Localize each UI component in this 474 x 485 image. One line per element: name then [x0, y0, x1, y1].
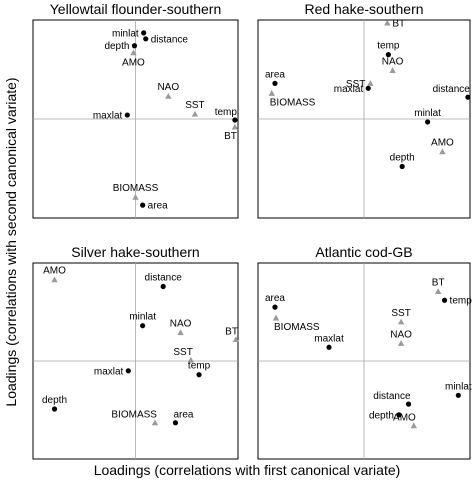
red-hake-label-sst: SST	[346, 79, 365, 90]
atlantic-cod-point-distance	[405, 401, 412, 407]
red-hake-point-temp	[385, 52, 391, 58]
red-hake-point-maxlat	[365, 85, 371, 91]
atlantic-cod-point-minlat	[455, 392, 461, 398]
red-hake-label-area: area	[265, 69, 285, 80]
red-hake-point-nao	[389, 67, 396, 74]
yellowtail-point-amo	[130, 49, 137, 56]
x-axis-title: Loadings (correlations with first canoni…	[94, 462, 401, 478]
silver-hake-label-distance: distance	[145, 273, 183, 284]
silver-hake-point-area	[172, 420, 179, 426]
red-hake-point-biomass	[268, 90, 275, 96]
red-hake-point-bt	[384, 19, 391, 26]
yellowtail-point-sst	[191, 110, 199, 117]
red-hake-label-depth: depth	[390, 153, 415, 164]
atlantic-cod-point-depth	[396, 412, 402, 418]
red-hake-label-temp: temp	[377, 41, 400, 52]
atlantic-cod-label-distance: distance	[373, 391, 411, 402]
red-hake-point-minlat	[425, 119, 431, 125]
yellowtail-label-temp: temp	[215, 107, 238, 118]
atlantic-cod-point-maxlat	[326, 344, 332, 350]
yellowtail-point-biomass	[132, 194, 139, 200]
atlantic-cod-point-bt	[435, 288, 442, 294]
yellowtail-label-depth: depth	[104, 41, 129, 52]
yellowtail-panel: Yellowtail flounder-southern minlat distan…	[32, 1, 239, 219]
red-hake-point-depth	[399, 163, 405, 170]
silver-hake-label-minlat: minlat	[129, 312, 156, 323]
atlantic-cod-label-bt: BT	[432, 277, 445, 288]
atlantic-cod-title: Atlantic cod-GB	[315, 244, 412, 260]
red-hake-label-maxlat: maxlat	[334, 84, 364, 95]
red-hake-point-amo	[439, 148, 446, 155]
silver-hake-point-sst	[187, 356, 195, 363]
silver-hake-label-biomass: BIOMASS	[111, 410, 157, 421]
silver-hake-point-distance	[160, 283, 166, 290]
atlantic-cod-label-area: area	[265, 293, 285, 304]
yellowtail-point-maxlat	[124, 112, 130, 118]
silver-hake-title: Silver hake-southern	[71, 244, 199, 260]
atlantic-cod-point-biomass	[272, 314, 280, 321]
atlantic-cod-label-temp: temp	[450, 296, 473, 307]
atlantic-cod-label-sst: SST	[391, 308, 410, 319]
yellowtail-point-nao	[165, 93, 172, 99]
silver-hake-label-bt: BT	[225, 326, 238, 337]
yellowtail-title: Yellowtail flounder-southern	[50, 1, 221, 17]
silver-hake-point-bt	[232, 336, 240, 342]
yellowtail-label-bt: BT	[224, 131, 237, 142]
silver-hake-panel: Silver hake-southern AMO distance minlat NAO…	[32, 244, 240, 460]
yellowtail-label-distance: distance	[151, 34, 189, 45]
y-axis-title: Loadings (correlations with second canon…	[3, 77, 19, 406]
atlantic-cod-label-amo: AMO	[393, 413, 416, 424]
atlantic-cod-point-amo	[410, 422, 418, 429]
red-hake-label-minlat: minlat	[414, 108, 441, 119]
silver-hake-label-amo: AMO	[43, 266, 66, 277]
yellowtail-point-distance	[143, 36, 149, 42]
red-hake-label-biomass: BIOMASS	[270, 97, 316, 108]
atlantic-cod-label-biomass: BIOMASS	[274, 322, 320, 333]
yellowtail-label-biomass: BIOMASS	[113, 183, 159, 194]
yellowtail-label-minlat: minlat	[112, 28, 139, 39]
atlantic-cod-panel: Atlantic cod-GB BT temp area BIOMASS SST maxla…	[257, 244, 473, 460]
silver-hake-label-temp: temp	[188, 361, 211, 372]
silver-hake-point-depth	[51, 406, 58, 412]
yellowtail-label-maxlat: maxlat	[93, 111, 123, 122]
yellowtail-point-depth	[131, 43, 138, 49]
silver-hake-label-maxlat: maxlat	[94, 366, 124, 377]
atlantic-cod-point-area	[272, 304, 278, 310]
atlantic-cod-point-sst	[397, 318, 405, 325]
red-hake-point-area	[272, 80, 278, 86]
red-hake-label-amo: AMO	[431, 138, 454, 149]
silver-hake-point-minlat	[140, 323, 146, 329]
red-hake-label-distance: distance	[433, 84, 471, 95]
yellowtail-point-bt	[231, 123, 239, 130]
red-hake-point-distance	[465, 94, 471, 100]
yellowtail-label-amo: AMO	[122, 58, 145, 69]
yellowtail-label-area: area	[148, 201, 168, 212]
atlantic-cod-label-depth: depth	[369, 410, 394, 421]
yellowtail-label-sst: SST	[185, 100, 204, 111]
silver-hake-label-area: area	[173, 410, 193, 421]
silver-hake-point-nao	[177, 329, 184, 336]
yellowtail-label-nao: NAO	[157, 82, 179, 93]
atlantic-cod-label-minlat: minlat	[445, 381, 472, 392]
atlantic-cod-label-nao: NAO	[390, 329, 412, 340]
silver-hake-label-nao: NAO	[170, 319, 192, 330]
silver-hake-label-sst: SST	[173, 347, 192, 358]
red-hake-label-bt: BT	[392, 18, 405, 29]
red-hake-point-sst	[367, 80, 374, 86]
silver-hake-point-temp	[196, 372, 202, 378]
red-hake-label-nao: NAO	[382, 56, 404, 67]
yellowtail-point-minlat	[141, 30, 147, 36]
red-hake-title: Red hake-southern	[304, 1, 423, 17]
silver-hake-point-amo	[51, 276, 58, 283]
atlantic-cod-label-maxlat: maxlat	[314, 333, 344, 344]
yellowtail-point-temp	[232, 117, 238, 123]
silver-hake-point-biomass	[151, 419, 159, 426]
yellowtail-point-area	[140, 202, 146, 208]
silver-hake-point-maxlat	[125, 368, 131, 374]
silver-hake-label-depth: depth	[42, 395, 67, 406]
atlantic-cod-point-nao	[397, 340, 405, 346]
atlantic-cod-point-temp	[441, 297, 448, 303]
